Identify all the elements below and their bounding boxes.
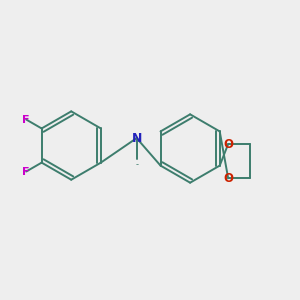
Text: -: - — [135, 160, 138, 169]
Text: N: N — [131, 132, 142, 145]
Text: F: F — [22, 115, 30, 124]
Text: F: F — [22, 167, 30, 176]
Text: O: O — [223, 172, 233, 185]
Text: O: O — [223, 138, 233, 151]
